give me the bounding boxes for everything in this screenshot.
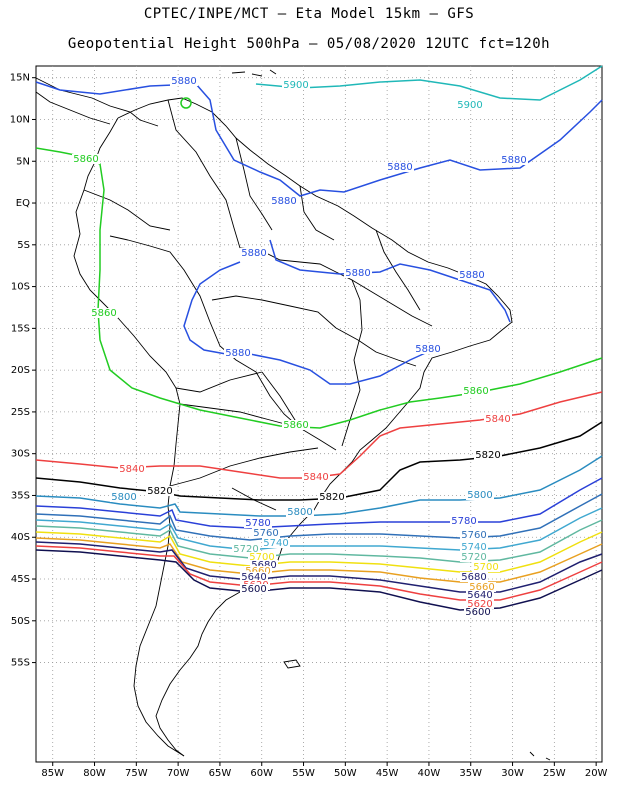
contour-value-label: 5640 [467, 590, 492, 601]
contour-value-label: 5720 [233, 544, 258, 555]
contour-value-label: 5900 [457, 100, 482, 111]
contour-value-label: 5800 [287, 507, 312, 518]
contour-value-label: 5880 [171, 76, 196, 87]
contour-value-label: 5720 [461, 552, 486, 563]
contour-value-label: 5880 [415, 344, 440, 355]
lon-tick-label: 20W [585, 768, 608, 779]
chart-title: CPTEC/INPE/MCT — Eta Model 15km — GFS [143, 6, 475, 22]
contour-value-label: 5600 [465, 607, 490, 618]
contour-value-label: 5660 [245, 566, 270, 577]
lon-tick-label: 50W [334, 768, 357, 779]
lon-tick-label: 55W [292, 768, 315, 779]
contour-5880-mid [269, 239, 511, 323]
contour-value-label: 5880 [345, 268, 370, 279]
lat-tick-label: 5S [17, 240, 30, 251]
contour-value-label: 5860 [463, 386, 488, 397]
lat-tick-label: 35S [11, 490, 30, 501]
latitude-labels: 15N 10N 5N EQ 5S 10S 15S 20S 25S 30S 35S 40S 45S 50S 5… [10, 73, 36, 669]
contour-5820 [35, 421, 603, 501]
contour-value-label: 5840 [303, 472, 328, 483]
lat-tick-label: 25S [11, 407, 30, 418]
lon-tick-label: 35W [459, 768, 482, 779]
contour-5700 [35, 531, 603, 573]
lat-tick-label: 15S [11, 323, 30, 334]
contour-value-label: 5880 [501, 155, 526, 166]
contour-value-label: 5640 [241, 572, 266, 583]
contour-value-label: 5780 [451, 516, 476, 527]
lat-tick-label: 20S [11, 365, 30, 376]
contour-value-label: 5620 [467, 599, 492, 610]
contour-5720 [35, 519, 603, 563]
contour-5680 [35, 537, 603, 583]
contour-labels: 5880 5900 5900 5880 5860 5880 5880 5880 5880 5880… [72, 76, 528, 618]
lon-tick-label: 80W [83, 768, 106, 779]
contour-value-label: 5820 [319, 492, 344, 503]
map-gridlines [36, 66, 602, 762]
contour-value-label: 5840 [119, 464, 144, 475]
contour-5660 [35, 541, 603, 593]
contour-value-label: 5700 [473, 562, 498, 573]
contour-value-label: 5880 [271, 196, 296, 207]
contour-5620 [35, 545, 603, 601]
contour-value-label: 5860 [283, 420, 308, 431]
lat-tick-label: 5N [16, 156, 30, 167]
lat-tick-label: 15N [10, 73, 30, 84]
contour-value-label: 5680 [251, 560, 276, 571]
contour-5860-closed [180, 97, 192, 109]
lat-tick-label: 45S [11, 574, 30, 585]
contour-5900 [255, 65, 603, 101]
lon-tick-label: 25W [543, 768, 566, 779]
contour-value-label: 5600 [241, 584, 266, 595]
lon-tick-label: 65W [209, 768, 232, 779]
height-contours [35, 65, 603, 611]
lon-tick-label: 30W [501, 768, 524, 779]
contour-value-label: 5880 [387, 162, 412, 173]
contour-value-label: 5880 [459, 270, 484, 281]
lat-tick-label: 50S [11, 616, 30, 627]
contour-value-label: 5680 [461, 572, 486, 583]
longitude-labels: 85W 80W 75W 70W 65W 60W 55W 50W 45W 40W 35W 30W 25W 2… [41, 762, 608, 779]
contour-5880-sw [183, 261, 433, 385]
contour-value-label: 5880 [225, 348, 250, 359]
chart-subtitle: Geopotential Height 500hPa — 05/08/2020 … [67, 36, 551, 52]
contour-value-label: 5800 [467, 490, 492, 501]
contour-value-label: 5760 [253, 528, 278, 539]
map-frame [35, 65, 603, 763]
contour-5860-main [35, 147, 603, 429]
contour-value-label: 5760 [461, 530, 486, 541]
contour-5760 [35, 493, 603, 541]
lat-tick-label: EQ [16, 198, 30, 209]
contour-value-label: 5860 [73, 154, 98, 165]
lon-tick-label: 60W [250, 768, 273, 779]
contour-value-label: 5800 [111, 492, 136, 503]
contour-value-label: 5820 [475, 450, 500, 461]
contour-value-label: 5820 [147, 486, 172, 497]
contour-value-label: 5840 [485, 414, 510, 425]
lat-tick-label: 30S [11, 449, 30, 460]
coastlines [35, 69, 551, 761]
lat-tick-label: 10N [10, 114, 30, 125]
lat-tick-label: 55S [11, 658, 30, 669]
contour-value-label: 5780 [245, 518, 270, 529]
lon-tick-label: 70W [167, 768, 190, 779]
contour-value-label: 5900 [283, 80, 308, 91]
lat-tick-label: 40S [11, 532, 30, 543]
lon-tick-label: 45W [376, 768, 399, 779]
lon-tick-label: 85W [41, 768, 64, 779]
contour-5880-north [35, 81, 603, 197]
contour-5600 [35, 549, 603, 611]
lon-tick-label: 75W [125, 768, 148, 779]
contour-value-label: 5700 [249, 552, 274, 563]
lon-tick-label: 40W [418, 768, 441, 779]
contour-value-label: 5880 [241, 248, 266, 259]
contour-value-label: 5660 [469, 582, 494, 593]
contour-value-label: 5740 [263, 538, 288, 549]
lat-tick-label: 10S [11, 282, 30, 293]
contour-value-label: 5740 [461, 542, 486, 553]
contour-value-label: 5860 [91, 308, 116, 319]
contour-5780 [35, 477, 603, 529]
